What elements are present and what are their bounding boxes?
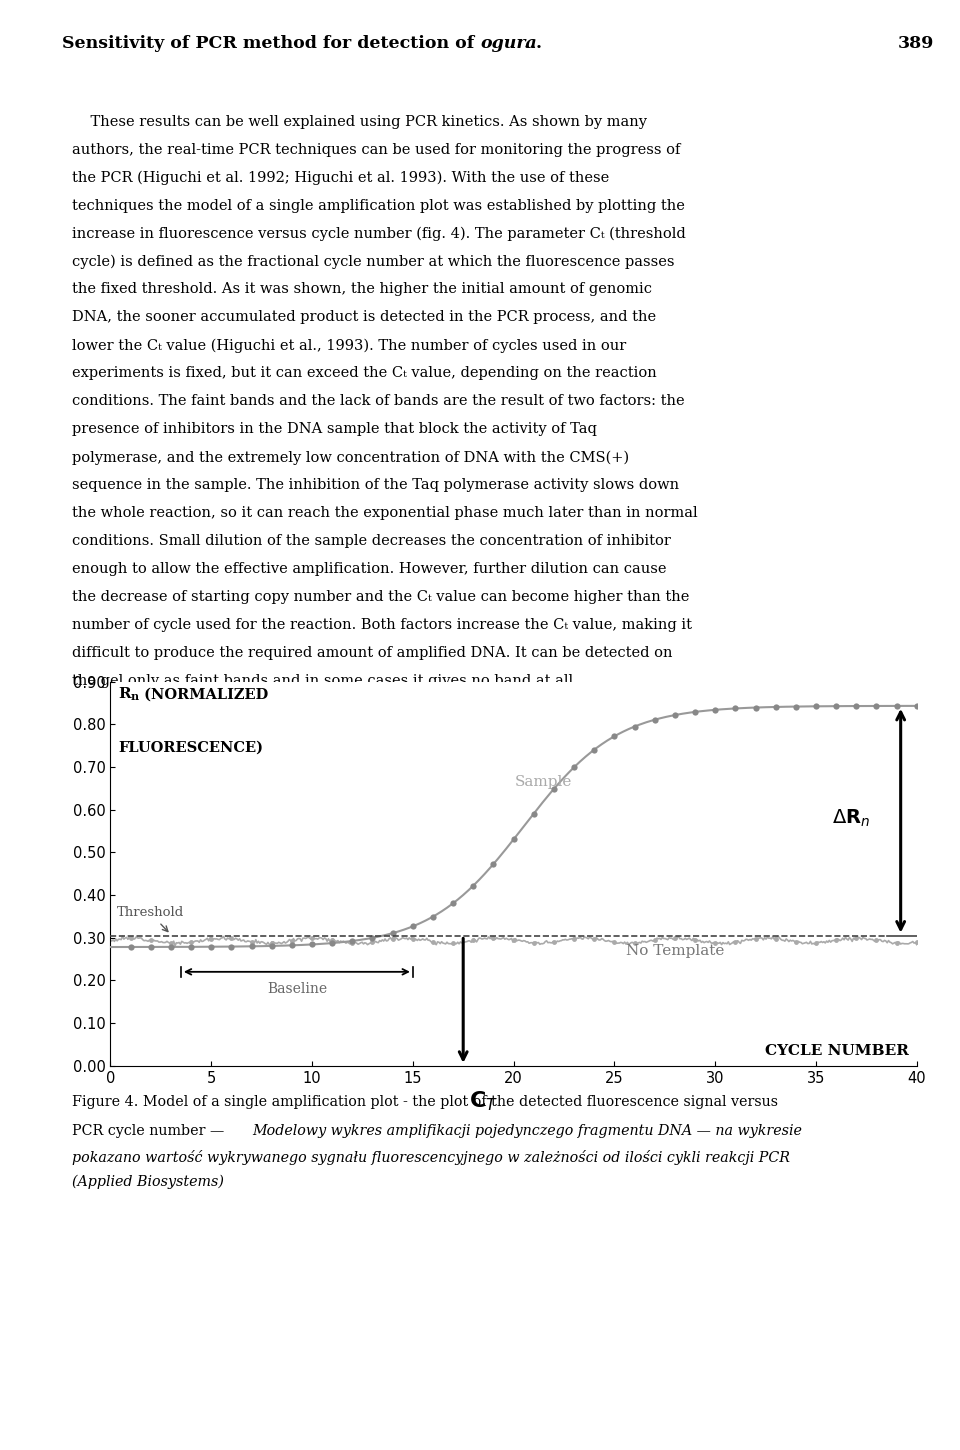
Text: conditions. Small dilution of the sample decreases the concentration of inhibito: conditions. Small dilution of the sample… — [72, 535, 671, 548]
Text: the fixed threshold. As it was shown, the higher the initial amount of genomic: the fixed threshold. As it was shown, th… — [72, 283, 652, 296]
Text: Sensitivity of PCR method for detection of: Sensitivity of PCR method for detection … — [61, 35, 480, 52]
Text: enough to allow the effective amplification. However, further dilution can cause: enough to allow the effective amplificat… — [72, 563, 666, 576]
Text: Sample: Sample — [516, 774, 572, 789]
Text: CYCLE NUMBER: CYCLE NUMBER — [765, 1044, 909, 1058]
Text: Threshold: Threshold — [116, 906, 183, 931]
Text: authors, the real-time PCR techniques can be used for monitoring the progress of: authors, the real-time PCR techniques ca… — [72, 142, 681, 157]
Text: 389: 389 — [898, 35, 934, 52]
Text: conditions. The faint bands and the lack of bands are the result of two factors:: conditions. The faint bands and the lack… — [72, 394, 684, 409]
Text: number of cycle used for the reaction. Both factors increase the Cₜ value, makin: number of cycle used for the reaction. B… — [72, 618, 692, 632]
Text: the PCR (Higuchi et al. 1992; Higuchi et al. 1993). With the use of these: the PCR (Higuchi et al. 1992; Higuchi et… — [72, 171, 610, 186]
Text: cycle) is defined as the fractional cycle number at which the fluorescence passe: cycle) is defined as the fractional cycl… — [72, 255, 675, 268]
Text: PCR cycle number —: PCR cycle number — — [72, 1124, 228, 1138]
Text: No Template: No Template — [626, 944, 724, 958]
Text: ogura: ogura — [480, 35, 537, 52]
Text: (NORMALIZED: (NORMALIZED — [138, 687, 268, 702]
Text: ...: ... — [518, 35, 542, 52]
Text: n: n — [131, 692, 138, 702]
Text: These results can be well explained using PCR kinetics. As shown by many: These results can be well explained usin… — [72, 115, 647, 129]
Text: difficult to produce the required amount of amplified DNA. It can be detected on: difficult to produce the required amount… — [72, 647, 673, 660]
Text: (Applied Biosystems): (Applied Biosystems) — [72, 1174, 224, 1189]
Text: polymerase, and the extremely low concentration of DNA with the CMS(+): polymerase, and the extremely low concen… — [72, 451, 629, 465]
Text: pokazano wartość wykrywanego sygnału fluorescencyjnego w zależności od ilości cy: pokazano wartość wykrywanego sygnału flu… — [72, 1150, 790, 1164]
Text: FLUORESCENCE): FLUORESCENCE) — [118, 741, 263, 755]
Text: lower the Cₜ value (Higuchi et al., 1993). The number of cycles used in our: lower the Cₜ value (Higuchi et al., 1993… — [72, 338, 626, 352]
Text: Baseline: Baseline — [267, 983, 327, 996]
Text: experiments is fixed, but it can exceed the Cₜ value, depending on the reaction: experiments is fixed, but it can exceed … — [72, 367, 657, 380]
Text: DNA, the sooner accumulated product is detected in the PCR process, and the: DNA, the sooner accumulated product is d… — [72, 310, 656, 325]
Text: increase in fluorescence versus cycle number (fig. 4). The parameter Cₜ (thresho: increase in fluorescence versus cycle nu… — [72, 226, 685, 241]
Text: Figure 4. Model of a single amplification plot - the plot of the detected fluore: Figure 4. Model of a single amplificatio… — [72, 1095, 778, 1109]
Text: the decrease of starting copy number and the Cₜ value can become higher than the: the decrease of starting copy number and… — [72, 590, 689, 605]
Text: the gel only as faint bands and in some cases it gives no band at all.: the gel only as faint bands and in some … — [72, 674, 578, 689]
Text: $\Delta\mathbf{R}_n$: $\Delta\mathbf{R}_n$ — [832, 808, 871, 829]
Text: R: R — [118, 687, 132, 702]
Text: sequence in the sample. The inhibition of the Taq polymerase activity slows down: sequence in the sample. The inhibition o… — [72, 478, 679, 493]
Text: $\mathbf{C}_T$: $\mathbf{C}_T$ — [469, 1089, 498, 1114]
Text: Modelowy wykres amplifikacji pojedynczego fragmentu DNA — na wykresie: Modelowy wykres amplifikacji pojedynczeg… — [252, 1124, 803, 1138]
Text: presence of inhibitors in the DNA sample that block the activity of Taq: presence of inhibitors in the DNA sample… — [72, 422, 597, 436]
Text: techniques the model of a single amplification plot was established by plotting : techniques the model of a single amplifi… — [72, 199, 684, 213]
Text: the whole reaction, so it can reach the exponential phase much later than in nor: the whole reaction, so it can reach the … — [72, 506, 698, 521]
